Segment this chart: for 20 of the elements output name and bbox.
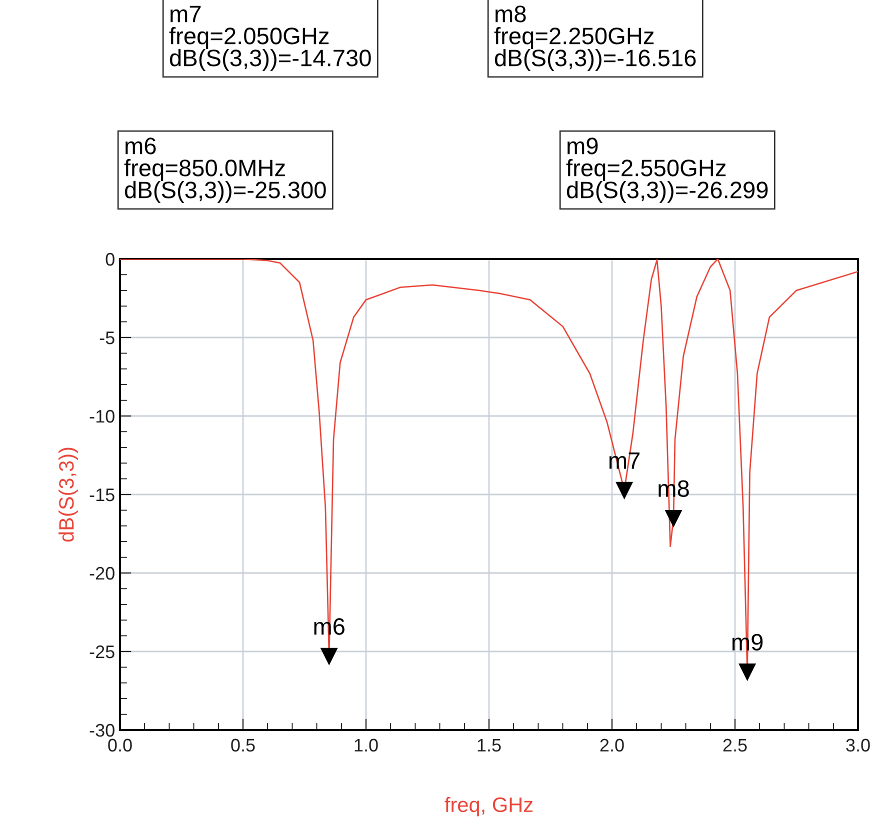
y-tick-label: -5: [100, 332, 114, 344]
x-tick-label: 2.5: [723, 738, 747, 752]
x-tick-label: 3.0: [846, 738, 870, 752]
y-tick-label: 0: [106, 252, 114, 266]
x-tick-label: 0.0: [108, 738, 132, 752]
x-tick-label: 2.0: [600, 738, 624, 752]
y-tick-label: -20: [90, 566, 114, 580]
y-tick-label: -25: [90, 645, 114, 658]
x-tick-label: 1.5: [478, 738, 501, 752]
x-tick-label: 0.5: [231, 738, 255, 752]
text: m9 freq=2.550GHz dB(S(3,3))=-26.299: [566, 138, 768, 204]
text: m8 freq=2.250GHz dB(S(3,3))=-16.516: [494, 6, 696, 72]
y-tick-label: -30: [90, 724, 114, 737]
y-axis-title: dB(S(3,3)): [58, 448, 78, 542]
y-tick-label: -10: [90, 410, 114, 423]
x-tick-label: 1.0: [354, 738, 378, 752]
text: m7 freq=2.050GHz dB(S(3,3))=-14.730: [169, 6, 371, 72]
x-axis-title: freq, GHz: [444, 796, 533, 816]
y-tick-label: -15: [90, 488, 114, 502]
text: m6 freq=850.0MHz dB(S(3,3))=-25.300: [124, 138, 326, 204]
